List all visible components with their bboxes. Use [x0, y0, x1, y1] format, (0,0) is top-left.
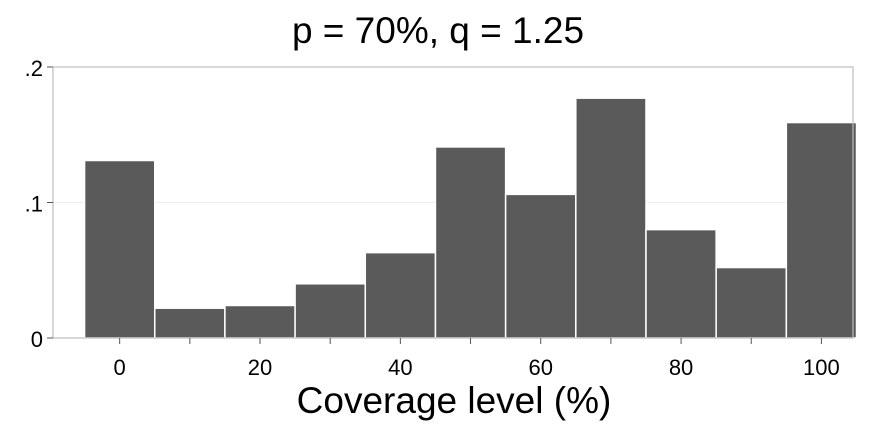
histogram-bar [715, 266, 788, 339]
x-axis-title: Coverage level (%) [296, 380, 612, 421]
histogram-bar [154, 307, 226, 339]
y-tick-label: 0 [31, 327, 43, 352]
x-tick-label: 100 [803, 355, 840, 380]
histogram-bar [364, 251, 437, 339]
histogram-bar [294, 283, 367, 339]
x-tick-label: 0 [114, 355, 126, 380]
histogram-bar [434, 146, 507, 339]
histogram-bar [224, 304, 296, 339]
histogram-bar [575, 97, 647, 339]
x-tick-label: 60 [528, 355, 552, 380]
histogram-bar [645, 228, 717, 339]
x-tick-label: 20 [248, 355, 272, 380]
histogram-bar [785, 121, 858, 339]
x-tick-label: 40 [388, 355, 412, 380]
histogram-bar [83, 159, 156, 339]
y-tick-label: .1 [25, 192, 43, 217]
y-tick-label: .2 [25, 56, 43, 81]
axis-layer: 0 .1 .2 0 20 40 60 80 100 [25, 56, 840, 380]
x-tick-label: 80 [669, 355, 693, 380]
bars-layer [83, 97, 858, 339]
histogram-bar [504, 193, 577, 339]
chart-title: p = 70%, q = 1.25 [291, 10, 585, 51]
